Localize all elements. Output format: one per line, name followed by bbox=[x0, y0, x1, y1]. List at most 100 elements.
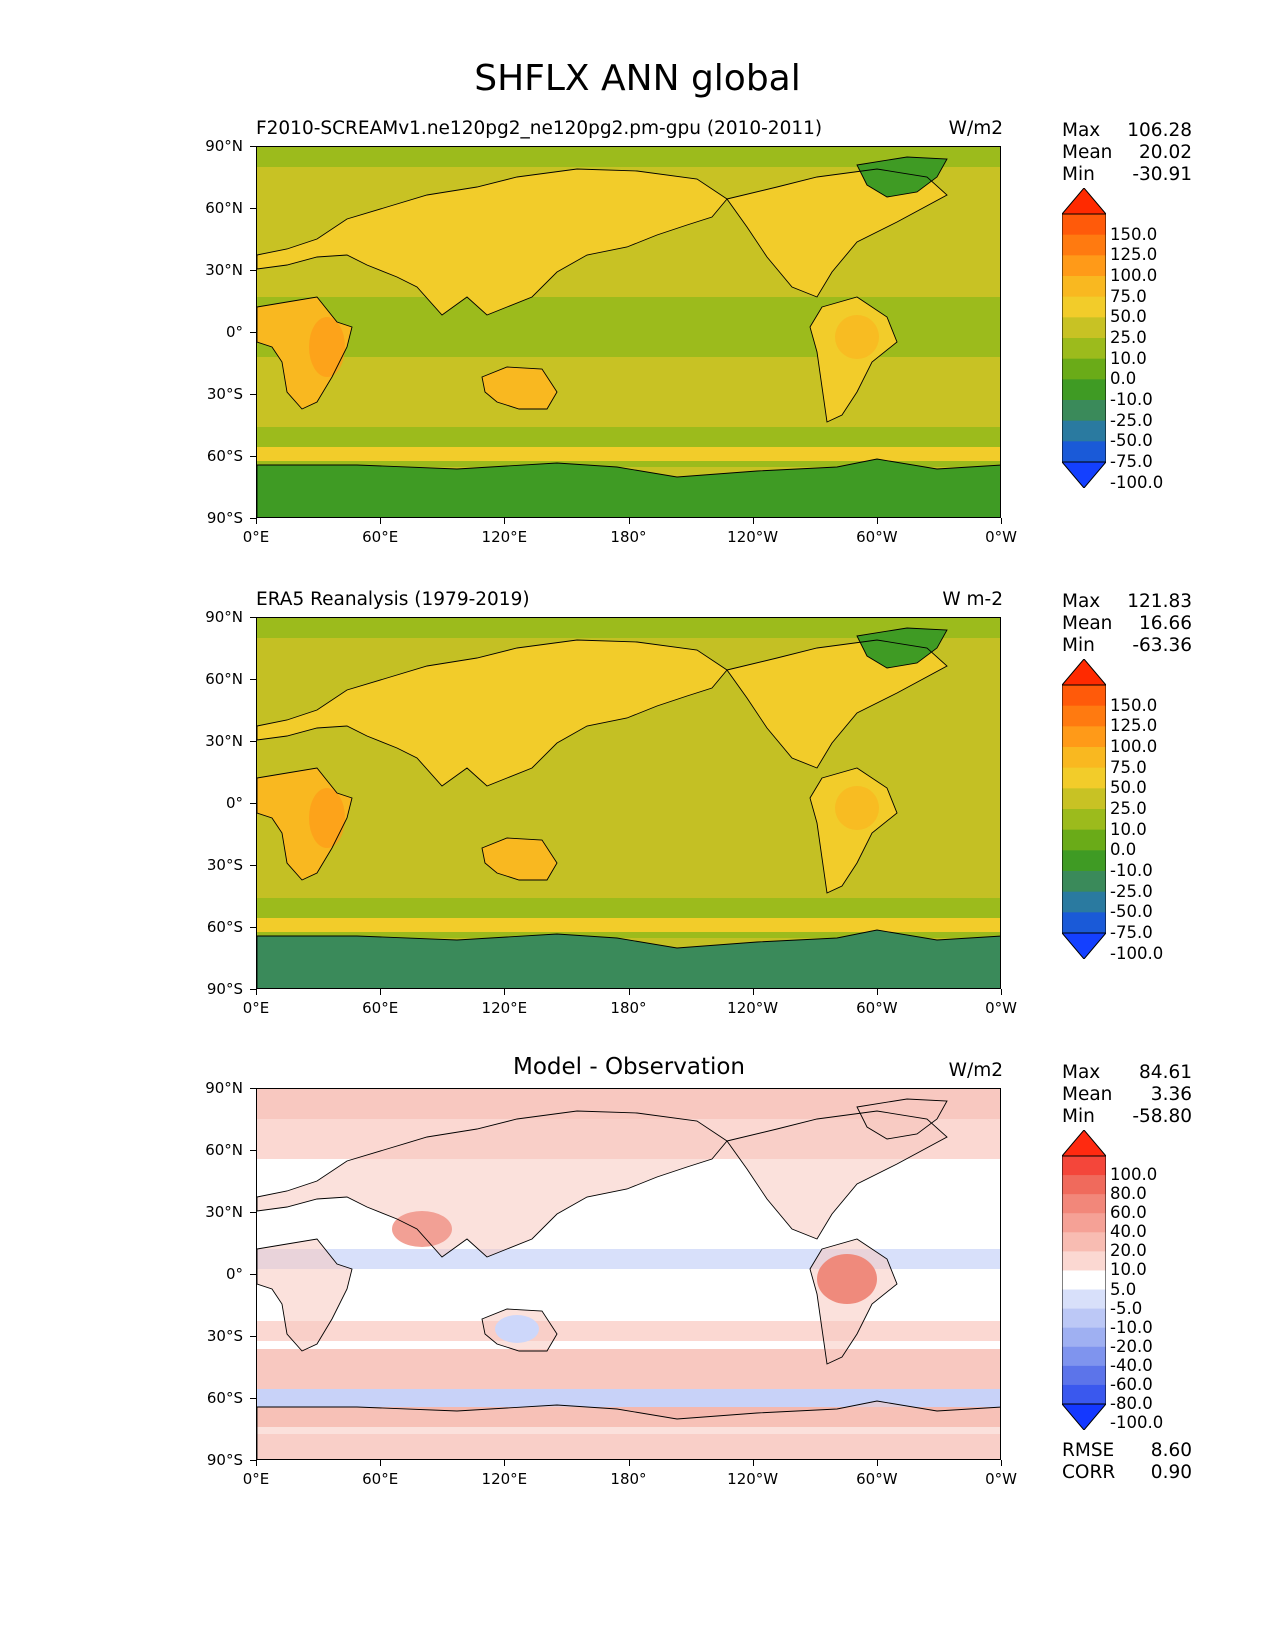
lon-tick bbox=[256, 989, 257, 995]
lon-tick bbox=[380, 1460, 382, 1466]
lat-tick-label: 90°S bbox=[206, 509, 243, 527]
lon-tick bbox=[1001, 989, 1002, 995]
colorbar-level-label: 100.0 bbox=[1110, 1165, 1158, 1185]
lat-tick bbox=[250, 332, 256, 333]
colorbar-extend-max bbox=[1062, 659, 1106, 686]
panel-model: F2010-SCREAMv1.ne120pg2_ne120pg2.pm-gpu … bbox=[0, 118, 1275, 560]
lon-tick bbox=[1001, 1460, 1002, 1466]
colorbar-swatch bbox=[1062, 912, 1106, 934]
colorbar-level-label: 100.0 bbox=[1110, 266, 1158, 285]
colorbar-swatch bbox=[1062, 726, 1106, 748]
colorbar-level-label: -100.0 bbox=[1110, 1413, 1164, 1433]
colorbar-swatch bbox=[1062, 1365, 1106, 1386]
colorbar-swatch bbox=[1062, 441, 1106, 463]
rmse-value: 8.60 bbox=[1150, 1440, 1192, 1461]
colorbar-swatch bbox=[1062, 1384, 1106, 1405]
lon-tick-label: 0°E bbox=[242, 999, 270, 1017]
panel-units: W/m2 bbox=[948, 118, 1003, 139]
colorbar-level-label: 10.0 bbox=[1110, 819, 1147, 839]
corr-value: 0.90 bbox=[1150, 1462, 1192, 1483]
colorbar-swatch bbox=[1062, 788, 1106, 810]
colorbar bbox=[1062, 188, 1106, 488]
lon-tick bbox=[256, 518, 257, 524]
lon-tick bbox=[628, 1460, 630, 1466]
max-value: 121.83 bbox=[1127, 591, 1192, 612]
colorbar-level-label: 150.0 bbox=[1110, 224, 1158, 244]
map-difference bbox=[256, 1088, 1001, 1460]
colorbar-swatch bbox=[1062, 705, 1106, 727]
figure-title: SHFLX ANN global bbox=[474, 58, 801, 99]
lat-tick bbox=[250, 456, 256, 457]
colorbar-level-label: 25.0 bbox=[1110, 328, 1147, 347]
lat-tick bbox=[250, 989, 256, 990]
map-field bbox=[257, 618, 1000, 988]
lon-tick-label: 60°W bbox=[856, 1470, 898, 1488]
colorbar-level-label: 100.0 bbox=[1110, 737, 1158, 756]
colorbar-level-label: -100.0 bbox=[1110, 472, 1164, 492]
lon-tick-label: 0°W bbox=[985, 999, 1017, 1017]
colorbar-swatch bbox=[1062, 891, 1106, 913]
lat-tick bbox=[250, 1212, 256, 1213]
min-value: -63.36 bbox=[1132, 635, 1192, 656]
colorbar-swatch bbox=[1062, 1289, 1106, 1310]
lat-tick bbox=[250, 927, 256, 928]
colorbar-swatch bbox=[1062, 1270, 1106, 1291]
lon-tick bbox=[504, 1460, 506, 1466]
lon-tick bbox=[504, 518, 506, 524]
map-field bbox=[257, 147, 1000, 517]
colorbar-level-label: 0.0 bbox=[1110, 369, 1137, 389]
lon-tick-label: 0°E bbox=[242, 528, 270, 546]
rmse-label: RMSE bbox=[1062, 1440, 1115, 1461]
stats-box: Max 106.28 Mean 20.02 Min -30.91 bbox=[1062, 120, 1192, 186]
lon-tick bbox=[876, 1460, 878, 1466]
lat-tick-label: 60°N bbox=[205, 670, 243, 688]
lat-tick-label: 60°S bbox=[206, 447, 243, 465]
colorbar-level-label: 20.0 bbox=[1110, 1241, 1147, 1261]
colorbar-swatch bbox=[1062, 214, 1106, 236]
colorbar-level-label: 125.0 bbox=[1110, 716, 1158, 736]
lon-tick-label: 0°W bbox=[985, 528, 1017, 546]
colorbar-level-label: -20.0 bbox=[1110, 1336, 1153, 1356]
lon-tick bbox=[380, 989, 382, 995]
mean-value: 3.36 bbox=[1150, 1084, 1192, 1105]
colorbar-level-label: -50.0 bbox=[1110, 431, 1153, 451]
lon-tick-label: 60°E bbox=[362, 999, 399, 1017]
stats-box: Max 84.61 Mean 3.36 Min -58.80 bbox=[1062, 1062, 1192, 1128]
colorbar-level-label: -10.0 bbox=[1110, 861, 1153, 880]
colorbar-swatch bbox=[1062, 829, 1106, 851]
colorbar-level-label: -80.0 bbox=[1110, 1394, 1153, 1413]
lat-tick bbox=[250, 1460, 256, 1461]
lon-tick bbox=[876, 989, 878, 995]
lat-tick bbox=[250, 865, 256, 866]
lat-tick-label: 90°S bbox=[206, 1451, 243, 1469]
colorbar-swatch bbox=[1062, 234, 1106, 256]
lon-tick-label: 120°E bbox=[481, 528, 528, 546]
colorbar-level-label: 10.0 bbox=[1110, 348, 1147, 368]
colorbar-swatch bbox=[1062, 1194, 1106, 1214]
lat-tick-label: 90°N bbox=[205, 1079, 243, 1097]
lon-tick-label: 60°E bbox=[362, 1470, 399, 1488]
lat-tick-label: 30°N bbox=[205, 261, 243, 279]
panel-title: F2010-SCREAMv1.ne120pg2_ne120pg2.pm-gpu … bbox=[256, 118, 823, 139]
lon-tick-label: 180° bbox=[610, 528, 647, 546]
panel-units: W/m2 bbox=[948, 1060, 1003, 1081]
colorbar-swatch bbox=[1062, 767, 1106, 789]
colorbar-swatch bbox=[1062, 1327, 1106, 1348]
error-metrics: RMSE 8.60 CORR 0.90 bbox=[1062, 1440, 1192, 1484]
colorbar-swatch bbox=[1062, 1156, 1106, 1176]
colorbar-level-label: -60.0 bbox=[1110, 1374, 1153, 1394]
min-label: Min bbox=[1062, 1106, 1095, 1127]
colorbar-swatch bbox=[1062, 317, 1106, 339]
lon-tick-label: 60°W bbox=[856, 999, 898, 1017]
lon-tick-label: 120°W bbox=[727, 999, 779, 1017]
colorbar-level-label: 0.0 bbox=[1110, 840, 1137, 860]
min-value: -30.91 bbox=[1132, 164, 1192, 185]
colorbar-swatch bbox=[1062, 1251, 1106, 1271]
map-model bbox=[256, 146, 1001, 518]
mean-label: Mean bbox=[1062, 142, 1113, 163]
lat-tick bbox=[250, 146, 256, 147]
max-label: Max bbox=[1062, 120, 1101, 141]
colorbar-swatch bbox=[1062, 400, 1106, 422]
min-label: Min bbox=[1062, 635, 1095, 656]
map-field bbox=[257, 1089, 1000, 1459]
